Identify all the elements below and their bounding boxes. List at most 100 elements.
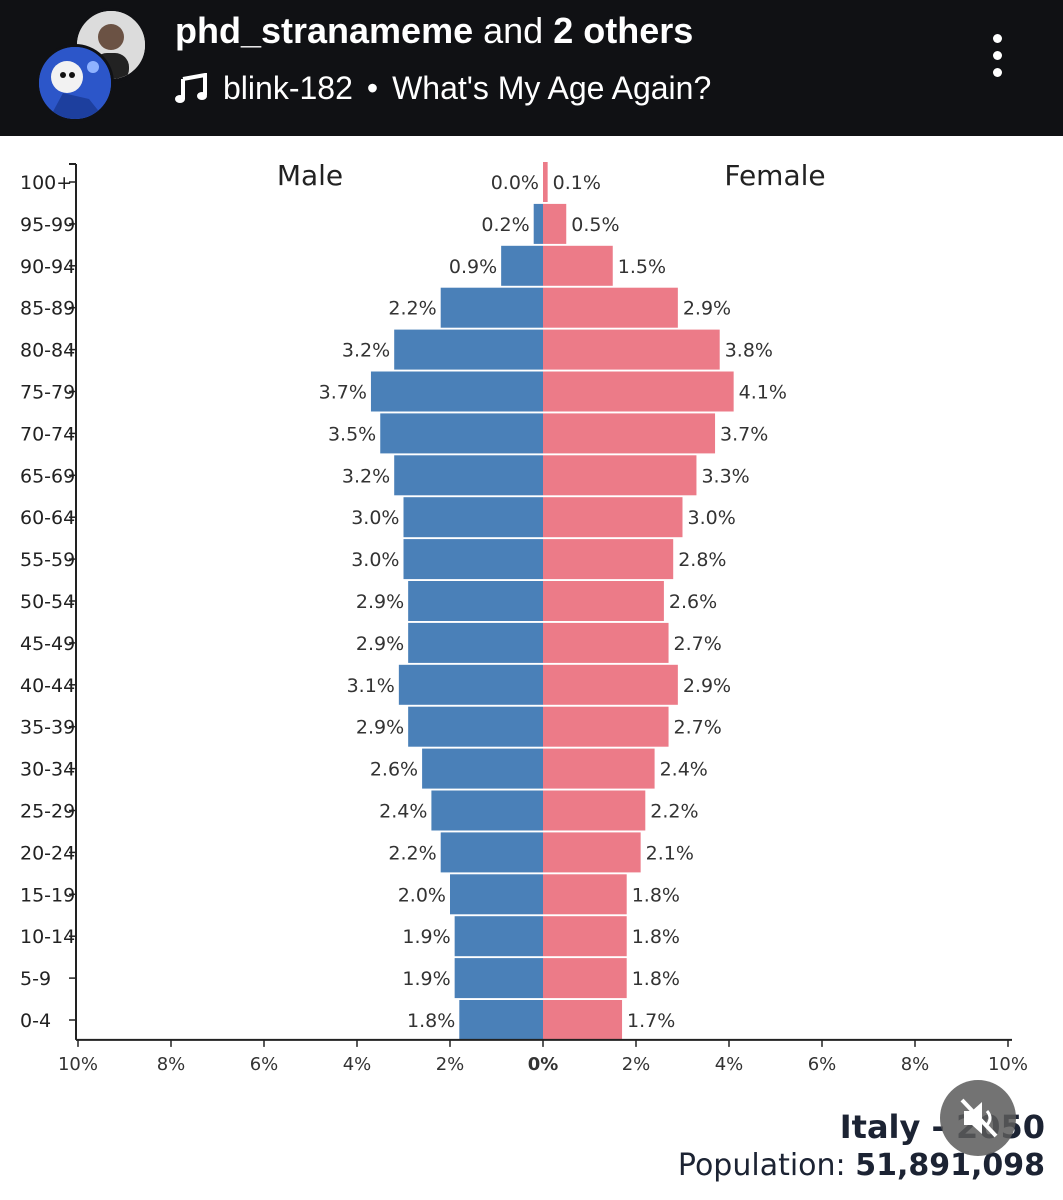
legend-male: Male — [277, 159, 343, 192]
data-label-female: 1.7% — [627, 1010, 675, 1032]
x-tick-label: 2% — [436, 1054, 465, 1075]
y-tick-label: 80-84 — [20, 340, 75, 362]
music-track[interactable]: blink-182 • What's My Age Again? — [175, 70, 711, 107]
y-tick-label: 90-94 — [20, 256, 75, 278]
y-tick-label: 15-19 — [20, 884, 75, 906]
bar-male — [501, 245, 543, 286]
and-text: and — [483, 10, 544, 51]
bar-female — [543, 874, 627, 915]
data-label-female: 1.5% — [618, 256, 666, 278]
bar-female — [543, 371, 734, 412]
data-label-male: 2.9% — [356, 591, 404, 613]
bar-female — [543, 622, 669, 663]
data-label-female: 3.3% — [701, 465, 749, 487]
x-tick-label: 6% — [808, 1054, 837, 1075]
data-label-male: 3.2% — [342, 465, 390, 487]
bar-male — [380, 413, 543, 454]
population-pyramid-chart: 0.0% 0.1% 0.2% 0.5% 0.9% 1.5% 2.2% 2.9% 3.2% 3.8%… — [20, 159, 1028, 1075]
post-author[interactable]: phd_stranameme and 2 others — [175, 10, 693, 52]
data-label-female: 2.7% — [674, 633, 722, 655]
music-separator: • — [366, 70, 379, 106]
bar-female — [543, 706, 669, 747]
data-label-female: 2.7% — [674, 717, 722, 739]
data-label-female: 2.6% — [669, 591, 717, 613]
bar-female — [543, 958, 627, 999]
data-label-male: 0.2% — [481, 214, 529, 236]
x-tick-label: 4% — [715, 1054, 744, 1075]
data-label-female: 3.7% — [720, 423, 768, 445]
bar-female — [543, 790, 646, 831]
data-label-male: 1.9% — [402, 968, 450, 990]
data-label-male: 2.0% — [398, 884, 446, 906]
y-tick-label: 30-34 — [20, 759, 75, 781]
data-label-male: 2.9% — [356, 717, 404, 739]
data-label-male: 0.9% — [449, 256, 497, 278]
y-tick-label: 20-24 — [20, 842, 75, 864]
more-options-icon[interactable] — [982, 34, 1012, 90]
y-tick-label: 70-74 — [20, 423, 75, 445]
bar-female — [543, 497, 683, 538]
y-tick-label: 55-59 — [20, 549, 75, 571]
data-label-male: 3.0% — [351, 549, 399, 571]
y-tick-label: 75-79 — [20, 382, 75, 404]
bar-male — [394, 455, 543, 496]
bar-male — [398, 664, 543, 705]
username[interactable]: phd_stranameme — [175, 10, 474, 51]
bar-male — [440, 287, 543, 328]
others-link[interactable]: 2 others — [553, 10, 694, 51]
data-label-male: 2.9% — [356, 633, 404, 655]
post-header: phd_stranameme and 2 others blink-182 • … — [0, 0, 1063, 136]
y-tick-label: 45-49 — [20, 633, 75, 655]
bar-female — [543, 1000, 623, 1040]
y-tick-label: 0-4 — [20, 1010, 51, 1032]
bar-female — [543, 245, 613, 286]
x-tick-label: 8% — [157, 1054, 186, 1075]
bar-female — [543, 203, 567, 244]
data-label-male: 2.6% — [370, 759, 418, 781]
bar-male — [422, 748, 543, 789]
bar-male — [394, 329, 543, 370]
data-label-male: 3.0% — [351, 507, 399, 529]
data-label-male: 0.0% — [491, 172, 539, 194]
bar-female — [543, 748, 655, 789]
population-total: Population: 51,891,098 — [678, 1148, 1045, 1183]
mute-button[interactable] — [940, 1080, 1016, 1156]
y-tick-label: 50-54 — [20, 591, 75, 613]
bar-female — [543, 287, 678, 328]
y-tick-label: 35-39 — [20, 717, 75, 739]
bar-male — [403, 497, 543, 538]
bar-male — [459, 1000, 543, 1040]
data-label-male: 3.1% — [347, 675, 395, 697]
data-label-female: 3.0% — [688, 507, 736, 529]
collab-avatars[interactable] — [36, 8, 148, 122]
bar-male — [431, 790, 543, 831]
music-song: What's My Age Again? — [392, 70, 712, 106]
population-value: 51,891,098 — [855, 1148, 1045, 1183]
illustration-avatar-icon — [39, 47, 111, 119]
data-label-female: 2.1% — [646, 842, 694, 864]
y-tick-label: 25-29 — [20, 801, 75, 823]
y-tick-label: 10-14 — [20, 926, 75, 948]
avatar[interactable] — [36, 44, 114, 122]
speaker-muted-icon — [960, 1098, 998, 1138]
y-tick-label: 95-99 — [20, 214, 75, 236]
bar-male — [408, 622, 543, 663]
data-label-female: 2.2% — [650, 801, 698, 823]
data-label-female: 0.1% — [553, 172, 601, 194]
data-label-female: 1.8% — [632, 968, 680, 990]
data-label-female: 1.8% — [632, 884, 680, 906]
x-tick-label: 10% — [58, 1054, 98, 1075]
bar-male — [454, 958, 543, 999]
data-label-female: 2.9% — [683, 675, 731, 697]
bar-male — [450, 874, 543, 915]
x-tick-label: 2% — [622, 1054, 651, 1075]
bar-female — [543, 162, 548, 202]
music-artist: blink-182 — [223, 70, 353, 106]
population-label: Population: — [677, 1148, 846, 1183]
x-tick-label: 10% — [988, 1054, 1028, 1075]
data-label-female: 1.8% — [632, 926, 680, 948]
bar-female — [543, 413, 716, 454]
legend-female: Female — [724, 159, 825, 192]
bar-male — [454, 916, 543, 957]
data-label-male: 2.2% — [388, 842, 436, 864]
